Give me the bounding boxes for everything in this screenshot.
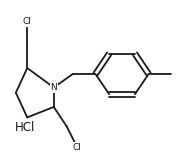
Text: Cl: Cl <box>73 143 82 152</box>
Text: HCl: HCl <box>15 121 36 134</box>
Text: N: N <box>50 83 57 92</box>
Text: Cl: Cl <box>23 17 32 26</box>
